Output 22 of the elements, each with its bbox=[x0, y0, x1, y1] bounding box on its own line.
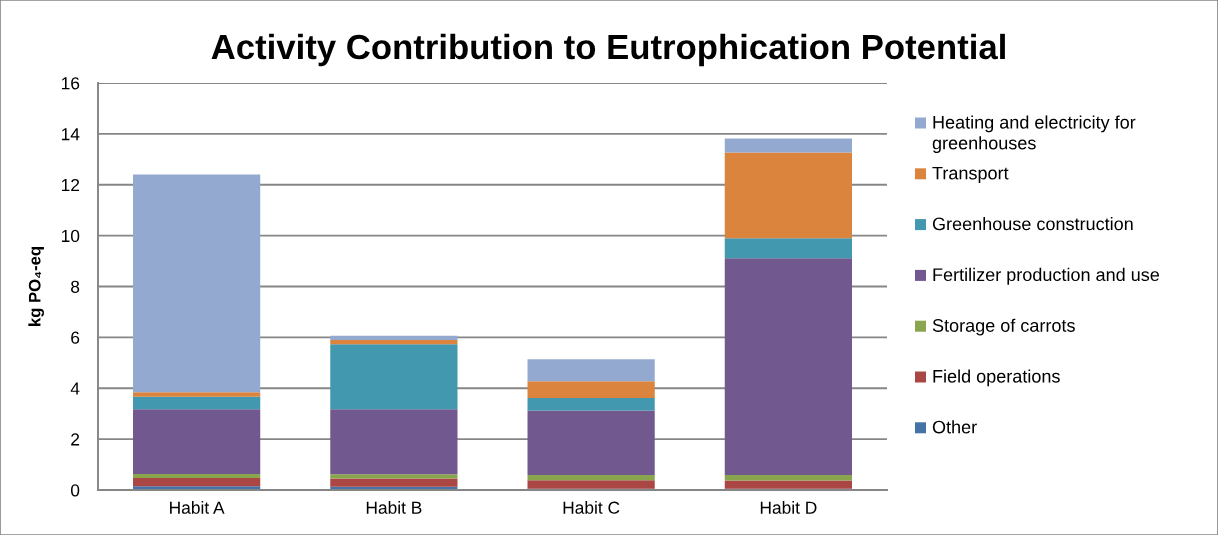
x-tick-label: Habit D bbox=[760, 501, 817, 514]
y-tick-label: 2 bbox=[71, 433, 80, 446]
legend-label: Fertilizer production and use bbox=[933, 267, 1160, 285]
y-tick-label: 12 bbox=[61, 178, 80, 192]
chart-title: Activity Contribution to Eutrophication Potential bbox=[211, 33, 1005, 67]
y-tick-label: 16 bbox=[61, 77, 80, 90]
x-tick-label: Habit B bbox=[366, 501, 422, 514]
x-tick-label: Habit C bbox=[563, 501, 620, 514]
legend-label: Greenhouse construction bbox=[932, 217, 1133, 231]
y-tick-label: 0 bbox=[70, 484, 80, 497]
y-tick-label: 8 bbox=[71, 280, 80, 293]
y-tick-label: 10 bbox=[61, 229, 80, 243]
legend-label: Field operations bbox=[933, 369, 1060, 387]
legend-label: Transport bbox=[932, 166, 1009, 184]
x-tick-label: Habit A bbox=[170, 501, 225, 514]
legend-label: Storage of carrots bbox=[932, 318, 1075, 336]
y-tick-label: 14 bbox=[61, 128, 80, 141]
y-axis-title: kg PO₄-eq bbox=[28, 247, 44, 326]
legend-label: Heating and electricity for greenhouses bbox=[932, 115, 1136, 153]
y-tick-label: 6 bbox=[71, 331, 80, 344]
legend-label: Other bbox=[932, 420, 977, 434]
y-tick-label: 4 bbox=[70, 382, 80, 395]
